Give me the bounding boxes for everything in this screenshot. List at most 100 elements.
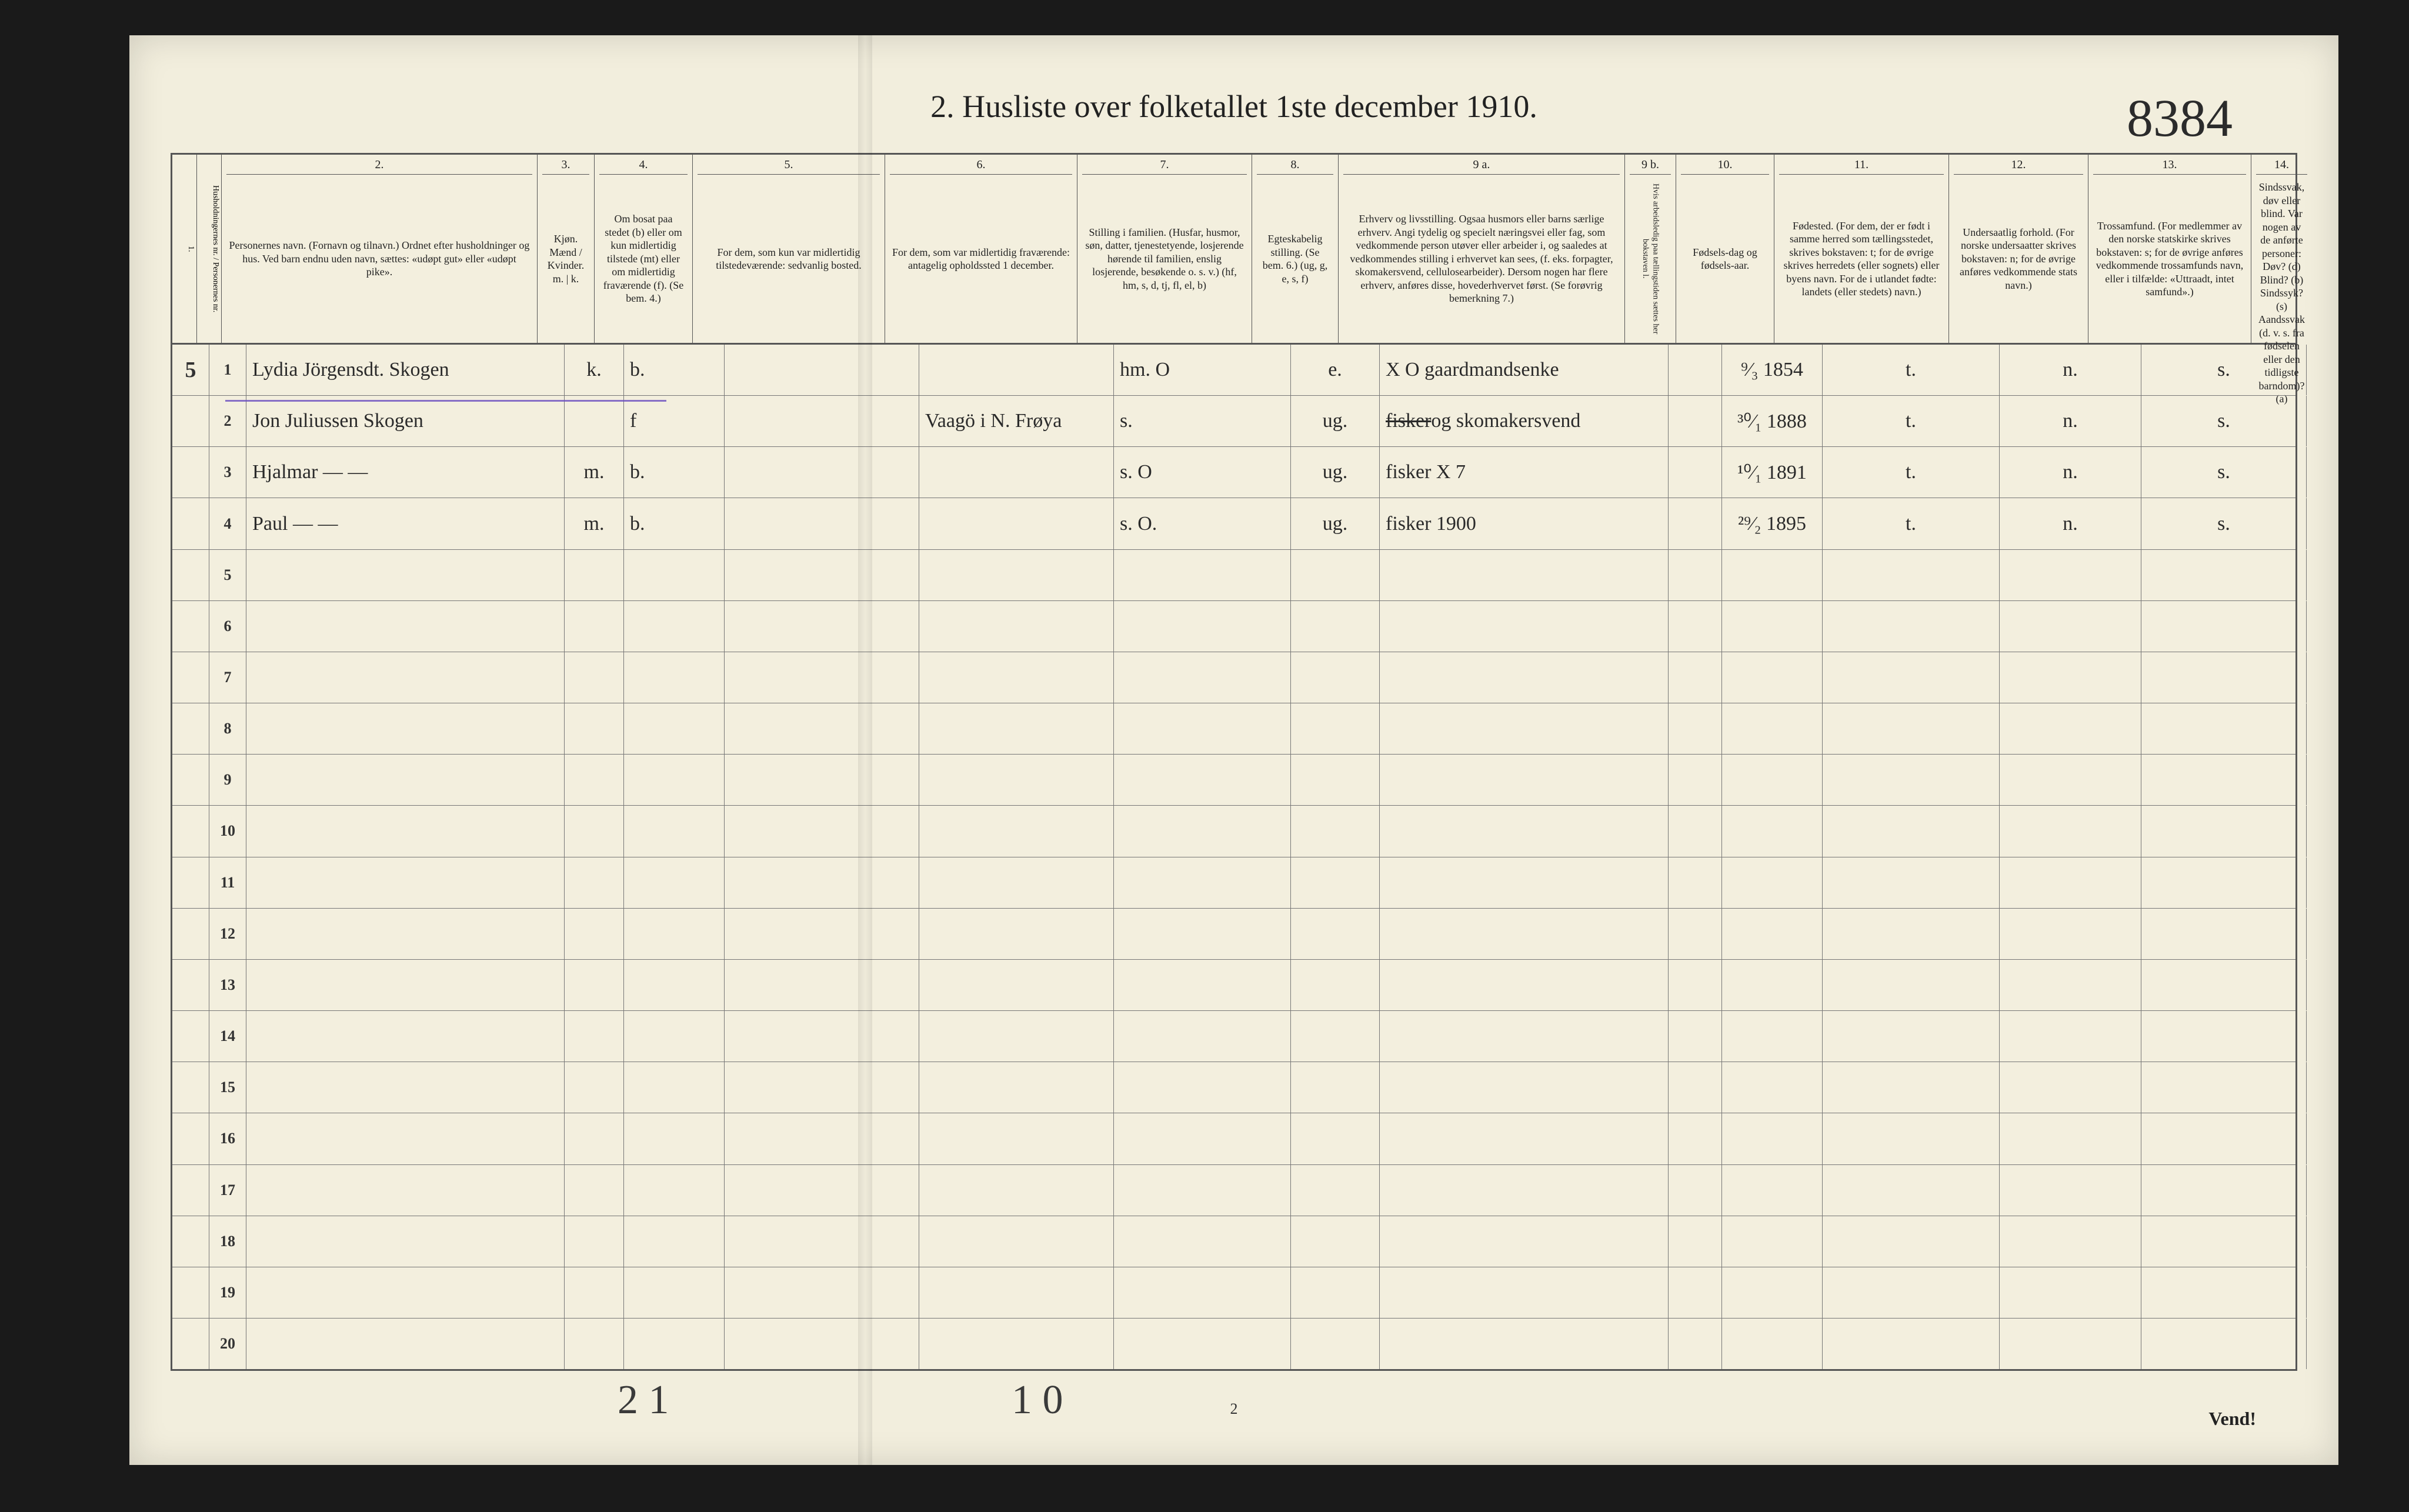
occupation-cell (1380, 1011, 1669, 1062)
name-cell (246, 806, 565, 856)
person-nr-cell: 17 (209, 1165, 246, 1216)
name-cell (246, 1216, 565, 1267)
temp-absent-cell (919, 1011, 1114, 1062)
family-pos-cell (1114, 652, 1291, 703)
family-pos-cell (1114, 909, 1291, 959)
marital-cell (1291, 601, 1380, 652)
person-nr-cell: 16 (209, 1113, 246, 1164)
sex-cell: m. (565, 447, 624, 498)
col-5-header: 5. For dem, som kun var midlertidig tils… (693, 155, 885, 343)
marital-cell (1291, 755, 1380, 805)
residence-cell (624, 1216, 725, 1267)
temp-present-cell (725, 396, 919, 446)
col-7-num: 7. (1082, 158, 1247, 175)
table-row: 2Jon Juliussen SkogenfVaagö i N. Frøyas.… (172, 396, 2295, 447)
name-cell (246, 960, 565, 1010)
handwritten-page-number: 8384 (2127, 88, 2233, 149)
person-nr-cell: 6 (209, 601, 246, 652)
temp-present-cell (725, 652, 919, 703)
table-row: 51Lydia Jörgensdt. Skogenk.b.hm. Oe.X O … (172, 345, 2295, 396)
occupation-cell (1380, 1165, 1669, 1216)
faith-cell (2141, 1062, 2307, 1113)
temp-absent-cell (919, 806, 1114, 856)
col-10-header: 10. Fødsels-dag og fødsels-aar. (1676, 155, 1774, 343)
birth-cell (1722, 1113, 1823, 1164)
family-pos-cell (1114, 1319, 1291, 1369)
marital-cell (1291, 1165, 1380, 1216)
residence-cell (624, 806, 725, 856)
household-nr-cell (172, 857, 209, 908)
household-nr-cell (172, 498, 209, 549)
temp-absent-cell (919, 857, 1114, 908)
marital-cell: e. (1291, 345, 1380, 395)
family-pos-cell (1114, 1267, 1291, 1318)
name-cell (246, 1267, 565, 1318)
birthplace-cell (1823, 857, 2000, 908)
unemployed-cell (1669, 806, 1722, 856)
family-pos-cell (1114, 857, 1291, 908)
temp-present-cell (725, 1319, 919, 1369)
household-nr-cell (172, 1062, 209, 1113)
col-13-header: 13. Trossamfund. (For medlemmer av den n… (2088, 155, 2251, 343)
col-10-num: 10. (1681, 158, 1769, 175)
table-row: 18 (172, 1216, 2295, 1267)
nationality-cell (2000, 806, 2141, 856)
table-row: 16 (172, 1113, 2295, 1164)
occupation-cell (1380, 1216, 1669, 1267)
temp-absent-cell (919, 498, 1114, 549)
sex-cell: k. (565, 345, 624, 395)
col-4-text: Om bosat paa stedet (b) eller om kun mid… (599, 178, 688, 339)
person-nr-cell: 8 (209, 703, 246, 754)
faith-cell (2141, 909, 2307, 959)
household-nr-cell (172, 1165, 209, 1216)
nationality-cell (2000, 909, 2141, 959)
marital-cell (1291, 909, 1380, 959)
person-nr-cell: 20 (209, 1319, 246, 1369)
occupation-cell (1380, 755, 1669, 805)
page-wrap: 2. Husliste over folketallet 1ste decemb… (0, 0, 2409, 1512)
household-nr-cell (172, 1216, 209, 1267)
birthplace-cell: t. (1823, 447, 2000, 498)
marital-cell (1291, 1113, 1380, 1164)
birthplace-cell (1823, 1011, 2000, 1062)
census-table: 1. Husholdningernes nr. / Personernes nr… (171, 153, 2297, 1371)
family-pos-cell (1114, 1062, 1291, 1113)
faith-cell (2141, 550, 2307, 600)
family-pos-cell: s. O (1114, 447, 1291, 498)
person-nr-cell: 10 (209, 806, 246, 856)
birth-cell (1722, 1165, 1823, 1216)
unemployed-cell (1669, 345, 1722, 395)
birthplace-cell (1823, 601, 2000, 652)
col-13-num: 13. (2093, 158, 2246, 175)
temp-absent-cell (919, 550, 1114, 600)
birth-cell (1722, 755, 1823, 805)
sex-cell (565, 1216, 624, 1267)
person-nr-cell: 9 (209, 755, 246, 805)
occupation-cell (1380, 857, 1669, 908)
col-11-text: Fødested. (For dem, der er født i samme … (1779, 178, 1944, 339)
birth-cell (1722, 601, 1823, 652)
disability-cell (2307, 1216, 2318, 1267)
person-nr-cell: 18 (209, 1216, 246, 1267)
birthplace-cell (1823, 1062, 2000, 1113)
person-nr-cell: 12 (209, 909, 246, 959)
family-pos-cell (1114, 601, 1291, 652)
table-row: 8 (172, 703, 2295, 755)
person-nr-cell: 1 (209, 345, 246, 395)
nationality-cell (2000, 1319, 2141, 1369)
household-nr-cell (172, 960, 209, 1010)
family-pos-cell (1114, 1216, 1291, 1267)
temp-present-cell (725, 857, 919, 908)
col-6-header: 6. For dem, som var midlertidig fraværen… (885, 155, 1077, 343)
occupation-cell (1380, 601, 1669, 652)
name-cell (246, 1011, 565, 1062)
name-cell: Jon Juliussen Skogen (246, 396, 565, 446)
nationality-cell (2000, 857, 2141, 908)
sex-cell (565, 1267, 624, 1318)
nationality-cell (2000, 1113, 2141, 1164)
marital-cell (1291, 806, 1380, 856)
household-nr-cell (172, 652, 209, 703)
nationality-cell (2000, 960, 2141, 1010)
birth-cell: ¹⁰⁄₁ 1891 (1722, 447, 1823, 498)
unemployed-cell (1669, 550, 1722, 600)
